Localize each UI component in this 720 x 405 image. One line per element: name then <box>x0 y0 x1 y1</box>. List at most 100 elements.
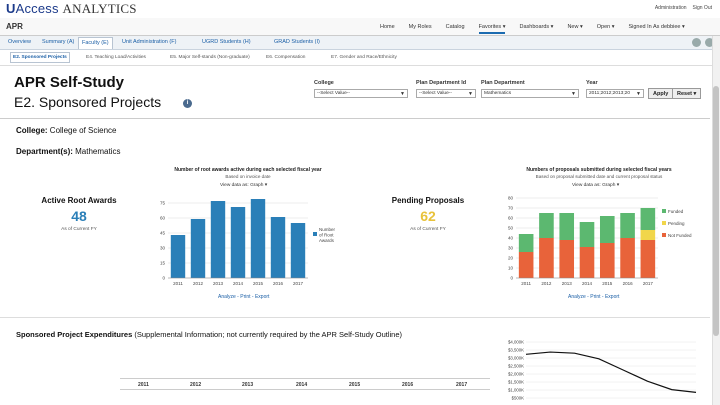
year-label: Year <box>586 80 598 86</box>
kpi-value: 48 <box>71 208 87 224</box>
year-value: 2011;2012;2013;20 <box>589 91 630 96</box>
chart1-view-as[interactable]: View data as: Graph ▾ <box>220 183 268 188</box>
y-tick-label: $2,000K <box>508 372 524 377</box>
nav-open[interactable]: Open ▾ <box>596 24 615 30</box>
kpi-title: Pending Proposals <box>391 196 465 205</box>
x-tick-label: 2015 <box>253 281 264 286</box>
subtab-teaching-load[interactable]: E4. Teaching Load/Activities <box>86 55 146 60</box>
chart2-links[interactable]: Analyze - Print - Export <box>568 294 620 300</box>
stacked-bar-segment <box>599 216 615 243</box>
stacked-bar-segment <box>620 213 635 238</box>
college-filter-label: College <box>314 80 334 86</box>
bar <box>250 199 266 278</box>
subtab-gender-race[interactable]: E7. Gender and Race/Ethnicity <box>331 55 397 60</box>
legend-label: of Root <box>319 233 334 238</box>
gear-icon[interactable] <box>692 38 701 47</box>
y-tick-label: 10 <box>508 266 514 271</box>
tab-summary[interactable]: Summary (A) <box>42 39 75 45</box>
page-scrollbar[interactable] <box>712 36 720 405</box>
stacked-bar-segment <box>579 247 595 278</box>
legend-label: Funded <box>668 209 684 214</box>
nav-dashboards[interactable]: Dashboards ▾ <box>519 24 554 30</box>
tab-unit-administration[interactable]: Unit Administration (F) <box>122 39 177 45</box>
root-awards-chart: 0 15 30 45 60 75 2011 2012 2013 2014 2015 2016 2017 N… <box>160 199 336 286</box>
nav-signed-in[interactable]: Signed In As debbiee ▾ <box>628 24 685 30</box>
reset-button[interactable]: Reset ▾ <box>672 88 702 99</box>
chart1-subtitle: Based on invoice date <box>225 174 271 179</box>
subtab-compensation[interactable]: E6. Compensation <box>266 55 306 60</box>
legend-swatch <box>313 232 317 236</box>
y-tick-label: $1,000K <box>508 388 524 393</box>
stacked-bar-segment <box>539 213 554 238</box>
y-tick-label: 75 <box>160 201 166 206</box>
chart1-view-value: Graph ▾ <box>250 183 268 188</box>
x-tick-label: 2011 <box>173 281 183 286</box>
nav-my-roles[interactable]: My Roles <box>408 24 432 30</box>
plan-dept-id-label: Plan Department Id <box>416 80 467 86</box>
chart2-view-label: View data as <box>572 183 600 188</box>
tab-grad-students[interactable]: GRAD Students (I) <box>274 39 320 45</box>
app-title: APR <box>6 22 23 31</box>
department-heading: Department(s): Mathematics <box>16 147 121 156</box>
year-select[interactable]: 2011;2012;2013;20 ▼ <box>586 89 644 98</box>
page-options-icon[interactable] <box>705 38 714 47</box>
bar <box>190 219 206 278</box>
kpi-value: 62 <box>420 208 436 224</box>
chart2-subtitle: Based on proposal submitted date and cur… <box>535 174 663 179</box>
plan-dept-select[interactable]: Mathematics ▼ <box>481 89 579 98</box>
chart2-view-value: Graph ▾ <box>602 183 620 188</box>
legend-swatch <box>662 209 666 213</box>
bar <box>170 235 186 278</box>
active-root-awards-kpi: Active Root Awards 48 As of Current FY <box>30 196 128 232</box>
page-title: APR Self-Study <box>14 74 125 91</box>
uaccess-logo[interactable]: UAccess ANALYTICS <box>6 1 137 17</box>
tab-faculty[interactable]: Faculty (E) <box>78 37 113 49</box>
chart2-title: Numbers of proposals submitted during se… <box>526 167 672 173</box>
y-tick-label: 45 <box>160 231 166 236</box>
legend-swatch <box>662 233 666 237</box>
college-select[interactable]: --Select Value-- ▼ <box>314 89 408 98</box>
legend-swatch <box>662 221 666 225</box>
top-bar: UAccess ANALYTICS Administration Sign Ou… <box>0 0 720 18</box>
x-tick-label: 2012 <box>541 281 552 286</box>
year-col: 2014 <box>296 382 308 388</box>
year-col: 2017 <box>456 382 468 388</box>
expenditures-title-rest: (Supplemental Information; not currently… <box>132 330 402 339</box>
y-tick-label: $500K <box>512 396 525 401</box>
chart2-view-as[interactable]: View data as: Graph ▾ <box>572 183 620 188</box>
info-icon[interactable]: i <box>183 99 192 108</box>
expenditure-line <box>525 351 697 393</box>
y-tick-label: 80 <box>508 196 514 201</box>
dashboard-tabs: Overview Summary (A) Faculty (E) Unit Ad… <box>0 36 720 50</box>
administration-link[interactable]: Administration <box>654 5 687 11</box>
chart1-links[interactable]: Analyze - Print - Export <box>218 294 270 300</box>
bar <box>290 223 306 278</box>
app-bar: APR Home My Roles Catalog Favorites ▾ Da… <box>0 18 720 36</box>
y-tick-label: 20 <box>508 256 514 261</box>
section-divider <box>0 317 710 318</box>
subtab-major-self-stands[interactable]: E5. Major Self-stands (Non-graduate) <box>170 55 250 60</box>
apply-button[interactable]: Apply <box>648 88 674 99</box>
y-tick-label: 40 <box>508 236 514 241</box>
tab-ugrd-students[interactable]: UGRD Students (H) <box>202 39 251 45</box>
year-col: 2011 <box>138 382 149 388</box>
x-tick-label: 2012 <box>193 281 204 286</box>
nav-catalog[interactable]: Catalog <box>445 24 465 30</box>
y-tick-label: 0 <box>162 276 165 281</box>
sign-out-link[interactable]: Sign Out <box>692 5 712 11</box>
expenditures-year-header: 2011 2012 2013 2014 2015 2016 2017 <box>120 378 490 390</box>
expenditures-title: Sponsored Project Expenditures (Suppleme… <box>16 330 402 339</box>
subtab-sponsored-projects[interactable]: E2. Sponsored Projects <box>10 52 70 63</box>
tab-overview[interactable]: Overview <box>8 39 31 45</box>
nav-home[interactable]: Home <box>380 24 395 30</box>
plan-dept-id-select[interactable]: --Select Value-- ▼ <box>416 89 476 98</box>
nav-favorites[interactable]: Favorites ▾ <box>478 24 506 34</box>
nav-new[interactable]: New ▾ <box>567 24 583 30</box>
y-tick-label: 60 <box>508 216 514 221</box>
scrollbar-thumb[interactable] <box>713 86 719 336</box>
y-tick-label: 60 <box>160 216 166 221</box>
department-heading-label: Department(s): <box>16 147 73 156</box>
chevron-down-icon: ▼ <box>468 91 473 97</box>
y-tick-label: 30 <box>160 246 166 251</box>
x-tick-label: 2015 <box>602 281 613 286</box>
